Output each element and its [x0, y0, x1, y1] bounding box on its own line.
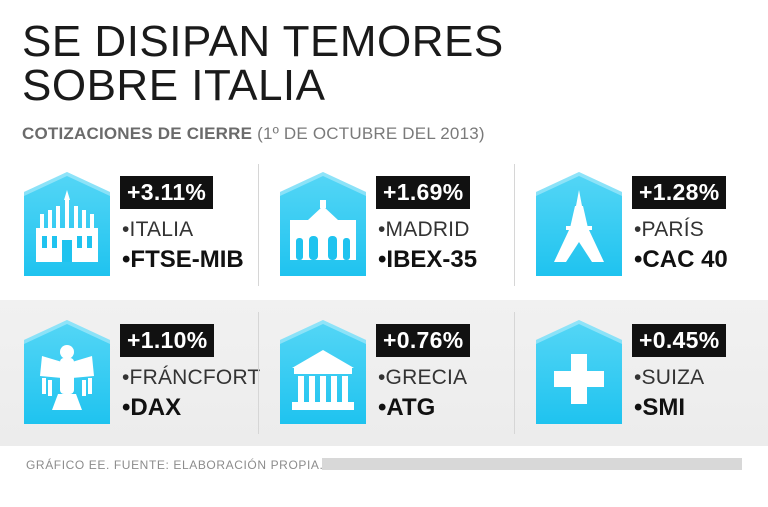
index-label: •FTSE-MIB	[122, 246, 244, 273]
duomo-milan-icon	[24, 172, 110, 276]
market-cell: +0.76% •GRECIA •ATG	[256, 300, 512, 446]
footer-bar	[322, 458, 742, 470]
change-label: +3.11%	[120, 176, 214, 209]
index-label: •ATG	[378, 394, 436, 421]
cell-divider	[514, 312, 515, 434]
market-grid: +3.11% •ITALIA •FTSE-MIB +1.	[0, 152, 768, 446]
title-line-2: SOBRE ITALIA	[22, 61, 326, 110]
market-cell: +3.11% •ITALIA •FTSE-MIB	[0, 152, 256, 298]
change-label: +1.10%	[120, 324, 215, 357]
market-cell: +1.28% •PARÍS •CAC 40	[512, 152, 768, 298]
index-label: •DAX	[122, 394, 182, 421]
index-label: •SMI	[634, 394, 686, 421]
german-eagle-icon	[24, 320, 110, 424]
market-cell: +1.10% •FRÁNCFORT •DAX	[0, 300, 260, 446]
swiss-cross-icon	[536, 320, 622, 424]
subtitle-main: COTIZACIONES DE CIERRE	[22, 124, 253, 143]
change-label: +1.69%	[376, 176, 471, 209]
market-row-1: +3.11% •ITALIA •FTSE-MIB +1.	[0, 152, 768, 298]
market-cell: +1.69% •MADRID •IBEX-35	[256, 152, 512, 298]
city-label: •ITALIA	[122, 218, 194, 241]
city-label: •PARÍS	[634, 218, 705, 241]
chart-title: SE DISIPAN TEMORES SOBRE ITALIA	[22, 20, 582, 108]
subtitle-date: (1º DE OCTUBRE DEL 2013)	[257, 124, 485, 143]
change-label: +0.76%	[376, 324, 471, 357]
puerta-alcala-icon	[280, 172, 366, 276]
title-line-1: SE DISIPAN TEMORES	[22, 17, 504, 66]
change-label: +1.28%	[632, 176, 727, 209]
chart-footer: GRÁFICO EE. FUENTE: ELABORACIÓN PROPIA.	[26, 458, 324, 472]
city-label: •MADRID	[378, 218, 470, 241]
cell-divider	[258, 312, 259, 434]
city-label: •GRECIA	[378, 366, 468, 389]
change-label: +0.45%	[632, 324, 727, 357]
market-row-2: +1.10% •FRÁNCFORT •DAX +0.76% •GRECIA •ATG	[0, 300, 768, 446]
greek-temple-icon	[280, 320, 366, 424]
market-cell: +0.45% •SUIZA •SMI	[512, 300, 768, 446]
cell-divider	[514, 164, 515, 286]
city-label: •FRÁNCFORT	[122, 366, 261, 389]
index-label: •CAC 40	[634, 246, 728, 273]
city-label: •SUIZA	[634, 366, 705, 389]
eiffel-tower-icon	[536, 172, 622, 276]
index-label: •IBEX-35	[378, 246, 478, 273]
chart-subtitle: COTIZACIONES DE CIERRE (1º DE OCTUBRE DE…	[22, 124, 485, 144]
cell-divider	[258, 164, 259, 286]
